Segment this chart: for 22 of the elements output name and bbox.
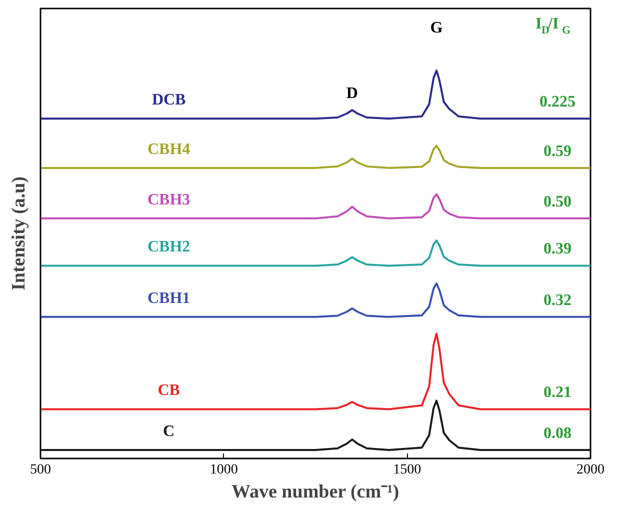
text: G [430,20,444,37]
series-label: CBH3 [147,191,190,208]
annotation: 0.50 [544,193,572,210]
annotation: 0.21 [544,384,572,402]
series-label: DCB [152,92,186,109]
annotation: 0.59 [544,142,572,160]
annotation: 0.08 [544,424,572,442]
annotation: 0.32 [544,292,572,309]
series-label: CBH4 [147,140,190,158]
series-label: C [163,422,175,440]
x-tick-label: 500 [30,462,51,478]
annotation: 0.39 [544,240,572,258]
x-tick-label: 1500 [393,462,422,478]
annotation: D [346,85,358,102]
series-label: CBH1 [147,290,190,307]
series-label: CBH2 [147,238,190,256]
annotation: 0.225 [540,94,576,111]
y-axis-title: Intensity (a.u) [8,176,30,291]
series-label: CB [158,382,180,400]
x-axis-title: Wave number (cm⁻¹) [232,482,400,502]
x-tick-label: 2000 [576,462,604,478]
x-tick-label: 1000 [210,462,238,478]
